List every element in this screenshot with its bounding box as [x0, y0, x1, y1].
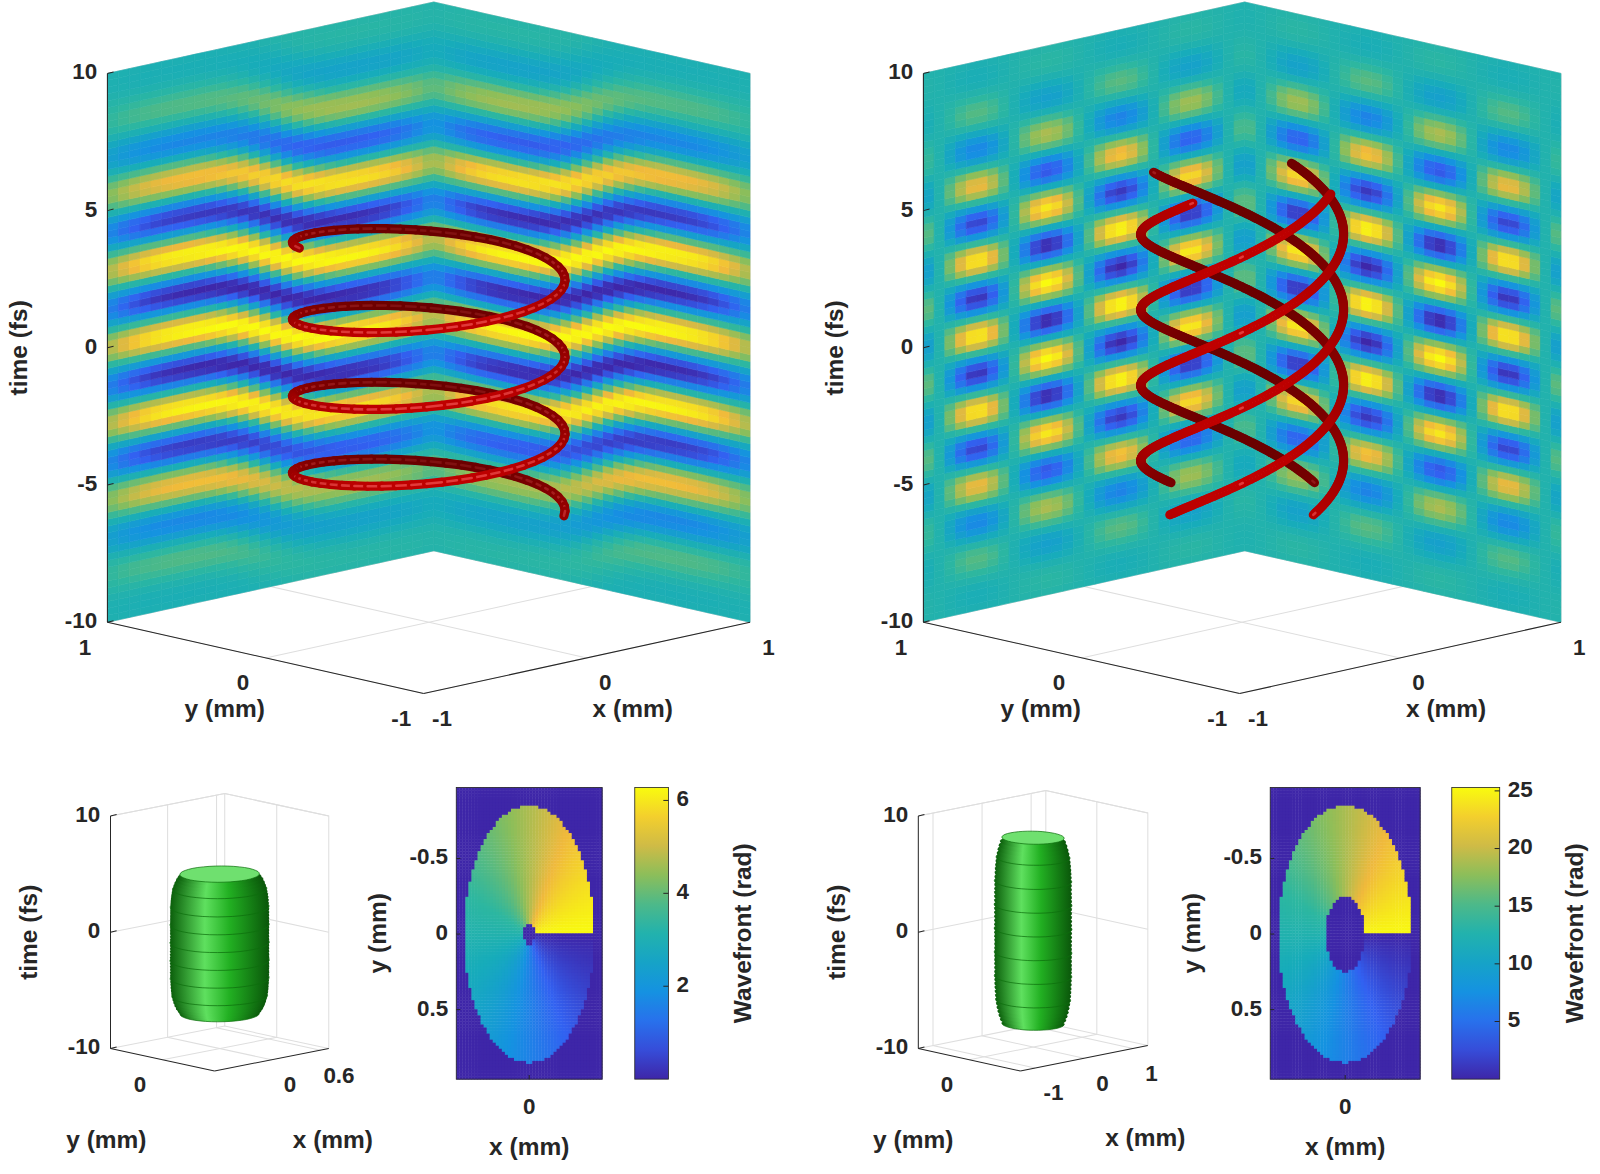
svg-text:5: 5	[85, 197, 97, 222]
svg-text:20: 20	[1508, 834, 1533, 859]
svg-text:-10: -10	[65, 608, 97, 633]
svg-text:10: 10	[883, 802, 908, 827]
svg-text:0: 0	[1250, 920, 1262, 945]
svg-text:x (mm): x (mm)	[489, 1133, 569, 1160]
svg-text:x (mm): x (mm)	[1105, 1124, 1185, 1151]
svg-text:2: 2	[677, 972, 689, 997]
svg-text:-1: -1	[391, 706, 411, 731]
svg-text:1: 1	[1145, 1061, 1157, 1086]
svg-text:0: 0	[1339, 1094, 1351, 1119]
svg-text:time (fs): time (fs)	[15, 885, 42, 980]
svg-text:-1: -1	[432, 706, 452, 731]
svg-text:y (mm): y (mm)	[185, 695, 265, 722]
svg-text:y (mm): y (mm)	[364, 893, 391, 973]
svg-text:0: 0	[523, 1094, 535, 1119]
svg-text:0: 0	[896, 918, 908, 943]
svg-text:6: 6	[677, 786, 689, 811]
svg-text:y (mm): y (mm)	[66, 1126, 146, 1153]
svg-text:10: 10	[888, 59, 913, 84]
svg-text:5: 5	[901, 197, 913, 222]
svg-text:10: 10	[1508, 950, 1533, 975]
svg-text:0.6: 0.6	[323, 1063, 354, 1088]
svg-text:x (mm): x (mm)	[1406, 695, 1486, 722]
svg-text:15: 15	[1508, 892, 1533, 917]
svg-text:-1: -1	[1207, 706, 1227, 731]
svg-text:-5: -5	[77, 471, 97, 496]
svg-text:Wavefront (rad): Wavefront (rad)	[1561, 843, 1588, 1023]
svg-text:x (mm): x (mm)	[293, 1126, 373, 1153]
svg-text:0: 0	[284, 1072, 296, 1097]
svg-text:0.5: 0.5	[1231, 996, 1262, 1021]
svg-text:-1: -1	[1043, 1080, 1063, 1105]
svg-text:5: 5	[1508, 1007, 1520, 1032]
svg-text:-10: -10	[876, 1034, 908, 1059]
svg-text:1: 1	[895, 635, 907, 660]
svg-text:1: 1	[1573, 635, 1585, 660]
svg-text:y (mm): y (mm)	[1178, 893, 1205, 973]
svg-text:0: 0	[436, 920, 448, 945]
svg-text:-0.5: -0.5	[1223, 844, 1262, 869]
svg-text:time (fs): time (fs)	[823, 885, 850, 980]
svg-text:Wavefront (rad): Wavefront (rad)	[729, 843, 756, 1023]
svg-text:0.5: 0.5	[417, 996, 448, 1021]
svg-text:4: 4	[677, 879, 690, 904]
svg-text:0: 0	[88, 918, 100, 943]
svg-text:1: 1	[79, 635, 91, 660]
svg-text:y (mm): y (mm)	[873, 1126, 953, 1153]
svg-text:0: 0	[134, 1072, 146, 1097]
svg-text:1: 1	[762, 635, 774, 660]
svg-text:0: 0	[1053, 670, 1065, 695]
svg-text:25: 25	[1508, 777, 1533, 802]
svg-text:y (mm): y (mm)	[1001, 695, 1081, 722]
svg-text:-10: -10	[68, 1034, 100, 1059]
svg-text:time (fs): time (fs)	[5, 300, 32, 395]
svg-text:0: 0	[237, 670, 249, 695]
svg-text:0: 0	[599, 670, 611, 695]
svg-text:-0.5: -0.5	[409, 844, 448, 869]
svg-text:x (mm): x (mm)	[1305, 1133, 1385, 1160]
svg-text:-10: -10	[881, 608, 913, 633]
svg-text:10: 10	[72, 59, 97, 84]
svg-text:0: 0	[1096, 1071, 1108, 1096]
svg-text:x (mm): x (mm)	[593, 695, 673, 722]
svg-text:time (fs): time (fs)	[821, 300, 848, 395]
svg-text:0: 0	[901, 334, 913, 359]
svg-text:0: 0	[1412, 670, 1424, 695]
svg-text:-5: -5	[893, 471, 913, 496]
svg-text:-1: -1	[1248, 706, 1268, 731]
svg-text:0: 0	[941, 1072, 953, 1097]
svg-text:10: 10	[75, 802, 100, 827]
svg-text:0: 0	[85, 334, 97, 359]
